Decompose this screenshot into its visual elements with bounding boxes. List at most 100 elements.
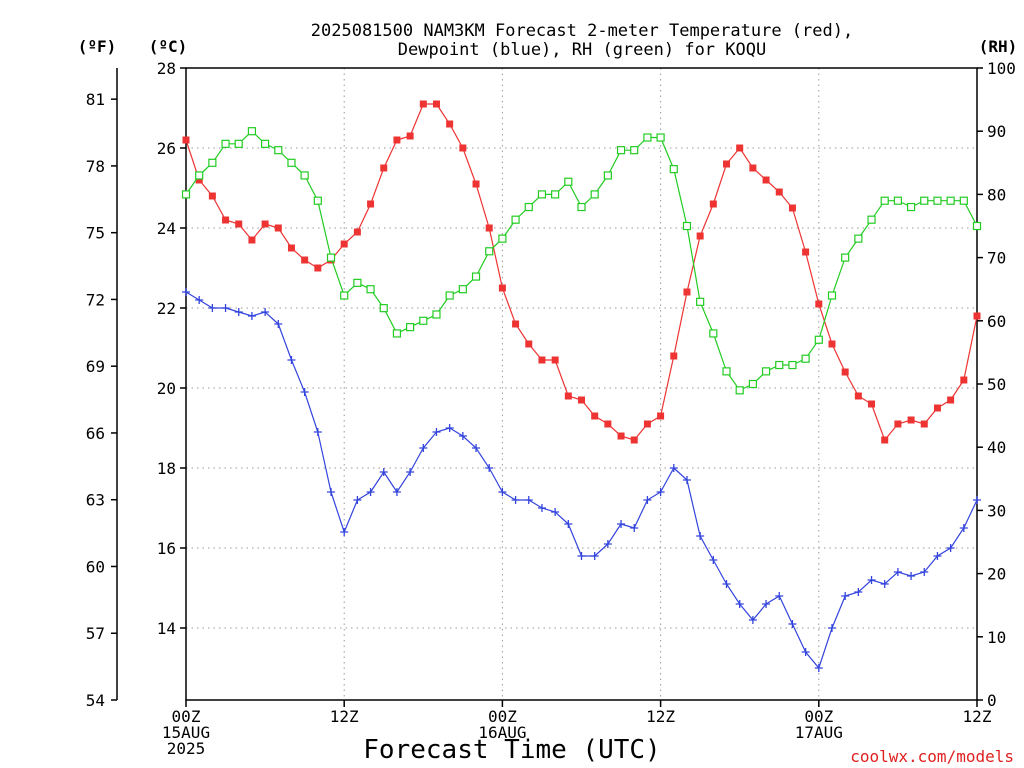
rh-point <box>709 329 718 338</box>
rh-point <box>959 196 968 205</box>
rh-point <box>208 158 217 167</box>
x-tick-label: 12Z <box>646 707 675 726</box>
temperature-point <box>446 120 454 128</box>
rh-point <box>577 202 586 212</box>
rh-tick-label: 80 <box>987 185 1006 204</box>
rh-point <box>682 221 692 231</box>
fahrenheit-tick-label: 72 <box>86 290 105 309</box>
temperature-point <box>828 340 836 348</box>
fahrenheit-tick-label: 81 <box>86 90 105 109</box>
x-axis-title: Forecast Time (UTC) <box>363 735 660 765</box>
dewpoint-point <box>537 504 546 512</box>
dewpoint-point <box>432 428 441 436</box>
rh-tick-label: 70 <box>987 249 1006 268</box>
temperature-point <box>907 416 915 424</box>
temperature-point <box>736 144 744 152</box>
dewpoint-point <box>472 444 481 452</box>
dewpoint-point <box>445 424 454 432</box>
rh-point <box>392 329 402 338</box>
temperature-point <box>630 436 638 444</box>
dewpoint-point <box>867 576 876 584</box>
temperature-point <box>657 412 665 420</box>
temperature-point <box>472 180 480 188</box>
dewpoint-point <box>643 496 652 504</box>
temperature-point <box>459 144 467 152</box>
temperature-point <box>920 420 928 428</box>
x-tick-label: 00Z <box>488 707 517 726</box>
temperature-point <box>314 264 322 272</box>
celsius-tick-label: 16 <box>157 539 176 558</box>
rh-point <box>854 234 863 243</box>
credit-link[interactable]: coolwx.com/models <box>850 747 1014 766</box>
rh-point <box>274 146 283 155</box>
dewpoint-point <box>195 296 204 304</box>
dewpoint-point <box>920 568 929 576</box>
dewpoint-point <box>959 524 968 532</box>
dewpoint-point <box>498 488 507 496</box>
dewpoint-point <box>682 476 691 484</box>
temperature-point <box>709 200 717 208</box>
rh-point <box>867 215 876 224</box>
dewpoint-point <box>696 532 705 540</box>
dewpoint-point <box>603 540 612 548</box>
fahrenheit-unit-label: (ºF) <box>78 37 117 56</box>
temperature-point <box>525 340 533 348</box>
celsius-tick-label: 24 <box>157 219 176 238</box>
dewpoint-point <box>247 312 256 320</box>
dewpoint-point <box>735 600 744 608</box>
x-tick-label: 2025 <box>167 739 206 758</box>
temperature-point <box>947 396 955 404</box>
rh-point <box>379 304 388 313</box>
dewpoint-point <box>893 568 902 576</box>
fahrenheit-tick-label: 57 <box>86 624 105 643</box>
temperature-point <box>578 396 585 404</box>
rh-tick-label: 30 <box>987 501 1006 520</box>
rh-point <box>880 196 889 205</box>
dewpoint-point <box>801 648 810 656</box>
rh-point <box>261 139 270 148</box>
temperature-point <box>854 392 862 400</box>
temperature-point <box>393 136 401 144</box>
rh-tick-label: 90 <box>987 122 1006 141</box>
dewpoint-point <box>274 320 283 328</box>
temperature-point <box>406 132 414 140</box>
temperature-point <box>512 320 520 328</box>
dewpoint-point <box>406 468 415 476</box>
x-tick-label: 00Z <box>804 707 833 726</box>
dewpoint-point <box>353 496 362 504</box>
temperature-point <box>960 376 968 384</box>
temperature-point <box>723 160 731 168</box>
x-tick-label: 16AUG <box>478 723 526 742</box>
rh-point <box>669 165 678 174</box>
rh-point <box>616 146 626 155</box>
rh-point <box>827 291 837 300</box>
rh-tick-label: 60 <box>987 312 1006 331</box>
chart-title-line2: Dewpoint (blue), RH (green) for KOQU <box>398 40 766 60</box>
dewpoint-point <box>261 308 270 316</box>
celsius-tick-label: 20 <box>157 379 176 398</box>
rh-point <box>893 196 903 205</box>
temperature-point <box>208 192 216 200</box>
rh-point <box>735 386 744 395</box>
rh-point <box>920 196 929 205</box>
temperature-point <box>802 248 810 256</box>
dewpoint-point <box>327 488 336 496</box>
temperature-point <box>762 176 770 184</box>
grid-lines <box>186 68 977 700</box>
temperature-point <box>274 224 282 232</box>
temperature-point <box>195 176 203 184</box>
temperature-point <box>538 356 546 364</box>
rh-point <box>630 146 639 155</box>
rh-point <box>234 139 243 148</box>
rh-tick-label: 0 <box>987 691 997 710</box>
rh-point <box>406 323 415 332</box>
rh-point <box>511 215 520 224</box>
dewpoint-point <box>551 508 560 516</box>
temperature-point <box>670 352 678 360</box>
dewpoint-point <box>379 468 388 476</box>
fahrenheit-tick-label: 63 <box>86 491 105 510</box>
rh-point <box>933 196 942 205</box>
dewpoint-point <box>722 580 731 588</box>
rh-tick-label: 40 <box>987 438 1006 457</box>
